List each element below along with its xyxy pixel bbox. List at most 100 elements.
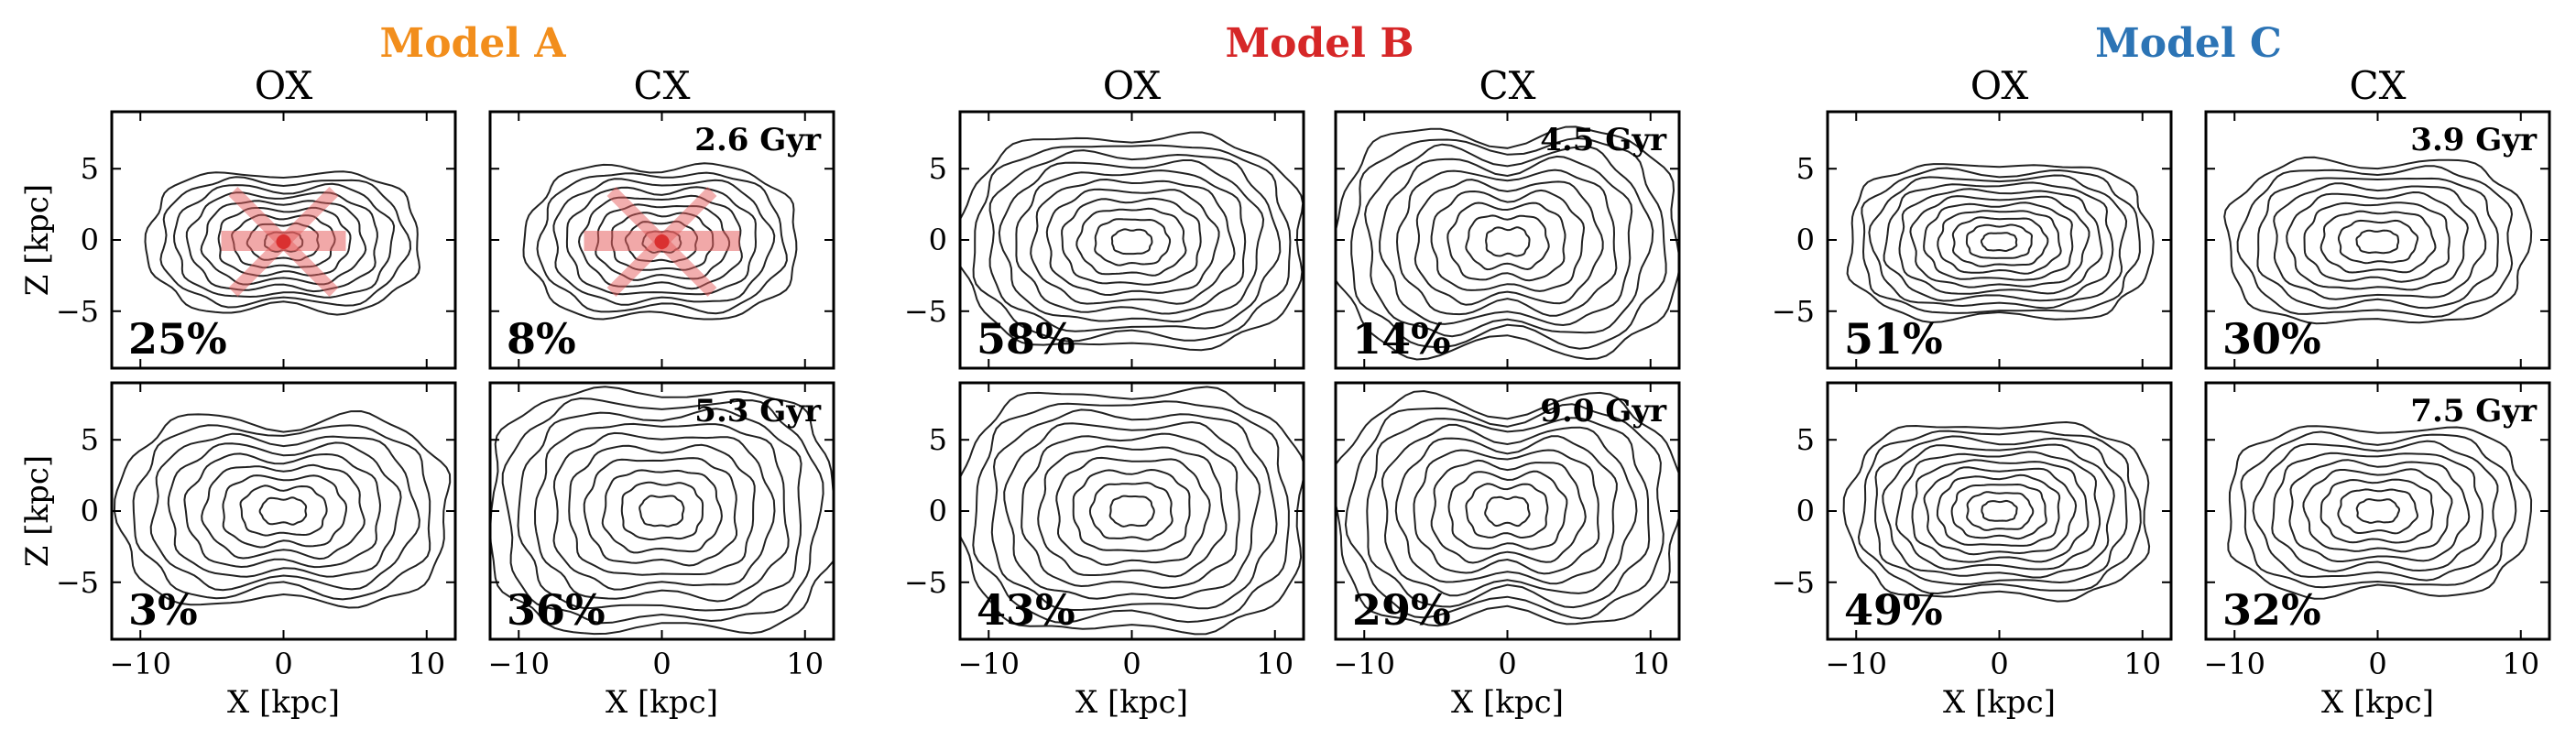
contour-line: [1015, 169, 1247, 315]
contour-line: [159, 176, 412, 309]
panel: 5 0 −5Z [kpc] −10 0 10 X [kpc] 3%: [19, 381, 457, 721]
contour-line: [1413, 449, 1600, 575]
contour-line: [1055, 456, 1211, 566]
percent-label: 49%: [1844, 585, 1943, 635]
panel: −10 0 10 X [kpc] 29% 9.0 Gyr: [1333, 381, 1681, 721]
contour-line: [1846, 163, 2155, 324]
contour-line: [1923, 201, 2074, 281]
contour-line: [1430, 459, 1587, 564]
contour-line: [1414, 179, 1604, 306]
contour-line: [1110, 228, 1153, 256]
x-tick-label: 10: [2502, 647, 2539, 681]
contour-line: [1366, 417, 1651, 609]
time-label: 4.5 Gyr: [1540, 122, 1667, 158]
contour-line: [1874, 435, 2128, 586]
contour-line: [568, 443, 756, 576]
panel: 5 0 −5 −10 0 10 X [kpc] 49%: [1772, 381, 2173, 721]
contour-line: [2227, 425, 2533, 600]
contour-line: [1003, 420, 1261, 600]
model-title: Model B: [1225, 20, 1414, 67]
contour-line: [960, 386, 1304, 636]
contour-line: [2337, 488, 2419, 535]
contour-line: [2303, 201, 2450, 283]
contour-line: [2252, 440, 2499, 582]
x-tick-label: 10: [408, 647, 445, 681]
contour-line: [2288, 459, 2471, 562]
y-tick-label: 0: [81, 223, 99, 257]
contour-line: [239, 484, 328, 537]
contour-line: [2271, 452, 2484, 572]
contour-group: [2223, 156, 2533, 325]
contour-line: [1379, 155, 1633, 327]
y-tick-label: −5: [1772, 565, 1815, 600]
x-axis-label: X [kpc]: [606, 684, 718, 721]
x-tick-label: 10: [2123, 647, 2161, 681]
contour-line: [601, 469, 723, 554]
contour-line: [2236, 165, 2514, 319]
center-marker: [654, 234, 670, 249]
contour-group: [960, 386, 1304, 636]
percent-label: 58%: [977, 314, 1075, 364]
contour-line: [1350, 136, 1667, 350]
contour-line: [1894, 451, 2101, 571]
y-tick-label: −5: [56, 294, 99, 329]
contour-line: [2256, 177, 2499, 310]
x-axis-label: X [kpc]: [227, 684, 340, 721]
contour-line: [1965, 223, 2034, 259]
x-tick-label: 0: [274, 647, 292, 681]
contour-group: [960, 131, 1304, 352]
contour-line: [2273, 182, 2487, 300]
x-axis-label: X [kpc]: [1451, 684, 1564, 721]
time-label: 2.6 Gyr: [694, 122, 822, 158]
contour-line: [1882, 443, 2115, 579]
x-tick-label: 0: [1498, 647, 1516, 681]
contour-line: [1061, 197, 1202, 286]
contour-line: [1923, 466, 2078, 556]
contour-line: [1842, 420, 2151, 603]
y-tick-label: 0: [81, 494, 99, 528]
y-axis-label: Z [kpc]: [19, 184, 56, 296]
x-tick-label: −10: [109, 647, 171, 681]
contour-line: [583, 457, 737, 567]
column-label-cx: CX: [633, 63, 690, 108]
contour-line: [1868, 174, 2128, 310]
contour-line: [522, 162, 798, 321]
percent-label: 43%: [977, 585, 1075, 635]
panel: 14% 4.5 Gyr: [1334, 110, 1681, 370]
y-tick-label: 0: [1796, 223, 1815, 257]
contour-line: [258, 496, 308, 526]
contour-line: [1937, 210, 2062, 275]
contour-group: [144, 170, 421, 316]
panel: 30% 3.9 Gyr: [2204, 110, 2551, 370]
contour-line: [972, 400, 1290, 624]
contour-group: [1842, 420, 2151, 603]
x-axis-label: X [kpc]: [2321, 684, 2434, 721]
y-tick-label: 5: [81, 422, 99, 457]
x-tick-label: −10: [1333, 647, 1395, 681]
contour-line: [1108, 495, 1155, 528]
contour-line: [2302, 468, 2453, 553]
contour-line: [1950, 483, 2047, 540]
y-tick-label: 0: [929, 223, 947, 257]
x-axis-label: X [kpc]: [1075, 684, 1188, 721]
y-tick-label: −5: [904, 565, 947, 600]
y-tick-label: −5: [904, 294, 947, 329]
contour-line: [1446, 201, 1566, 282]
contour-line: [1857, 430, 2142, 595]
model-group-3: Model C OX CX 5 0 −5 51% 30% 3.9 Gyr 5 0 −5 −10 0 10 X …: [1772, 20, 2551, 721]
contour-line: [972, 144, 1292, 343]
model-group-2: Model B OX CX 5 0 −5 58% 14% 4.5 Gyr 5 0 −5 −10 0 10 X …: [904, 20, 1681, 721]
contour-line: [536, 171, 788, 315]
contour-line: [1465, 214, 1550, 271]
contour-line: [2319, 478, 2435, 544]
contour-line: [565, 186, 758, 296]
contour-line: [639, 495, 685, 528]
contour-line: [1485, 226, 1531, 257]
y-tick-label: 0: [1796, 494, 1815, 528]
column-label-ox: OX: [1103, 63, 1162, 108]
contour-line: [2240, 430, 2517, 589]
y-tick-label: 5: [929, 422, 947, 457]
contour-line: [1094, 218, 1172, 267]
contour-line: [1883, 181, 2114, 302]
